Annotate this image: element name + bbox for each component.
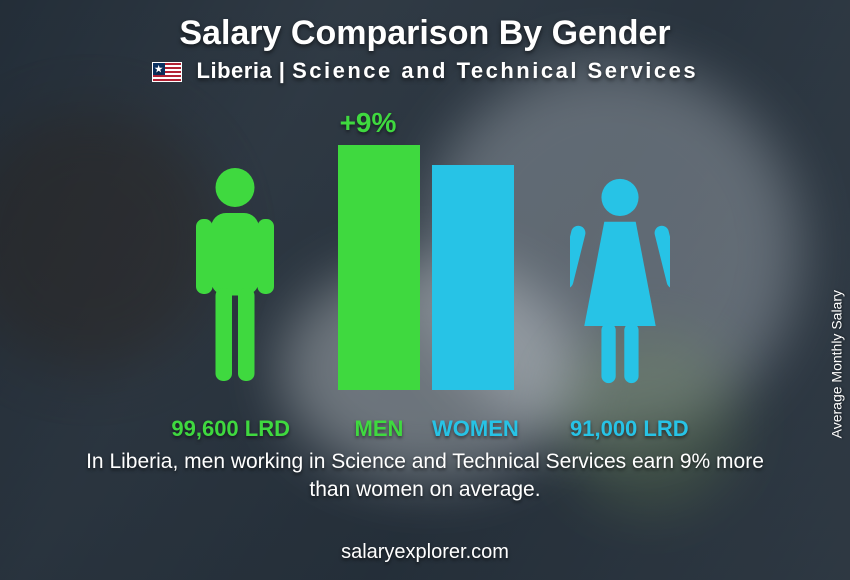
pct-diff-label: +9% bbox=[308, 107, 428, 139]
male-figure-icon bbox=[190, 165, 280, 390]
bar-women bbox=[432, 165, 514, 390]
liberia-flag-icon bbox=[152, 62, 182, 82]
source-label: salaryexplorer.com bbox=[0, 541, 850, 564]
description-text: In Liberia, men working in Science and T… bbox=[70, 448, 780, 505]
men-salary-label: 99,600 LRD bbox=[110, 416, 290, 442]
women-caption: WOMEN bbox=[432, 416, 514, 442]
country-label: Liberia bbox=[197, 58, 273, 83]
separator: | bbox=[272, 58, 292, 83]
women-salary-label: 91,000 LRD bbox=[570, 416, 750, 442]
page-title: Salary Comparison By Gender bbox=[0, 14, 850, 53]
side-note-label: Average Monthly Salary bbox=[828, 290, 844, 438]
bar-men bbox=[338, 145, 420, 390]
female-figure-icon bbox=[570, 176, 670, 390]
men-caption: MEN bbox=[338, 416, 420, 442]
sector-label: Science and Technical Services bbox=[292, 58, 698, 83]
subtitle: Liberia | Science and Technical Services bbox=[0, 58, 850, 84]
gender-chart: +9% 99,600 LRD MEN WOMEN 91,000 LRD bbox=[0, 115, 850, 420]
